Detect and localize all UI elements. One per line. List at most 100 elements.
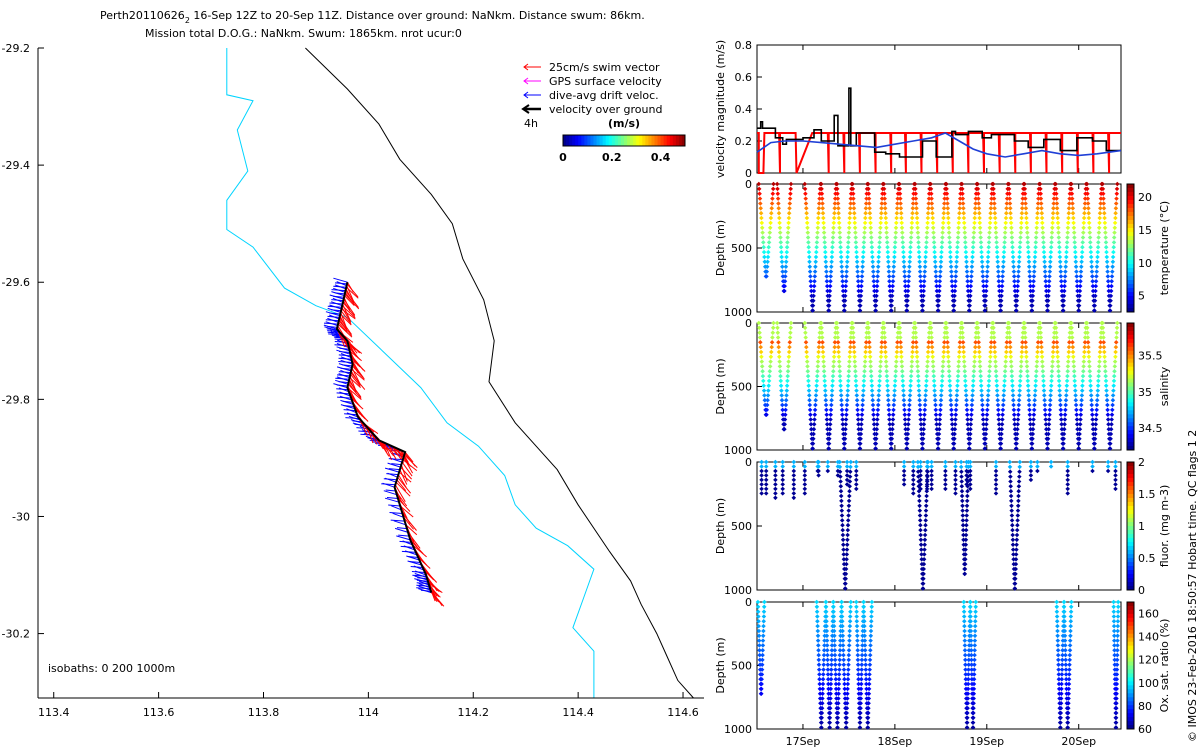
colorbar-segment (1127, 709, 1134, 714)
profile-point (780, 264, 785, 269)
profile-point (873, 298, 879, 303)
profile-point (875, 264, 881, 269)
colorbar-segment (1127, 530, 1134, 535)
colorbar-segment (1127, 280, 1134, 285)
map-x-tick-label: 114 (358, 706, 379, 719)
y-tick-label: 500 (731, 242, 752, 255)
profile-point (783, 259, 789, 265)
legend-label: velocity over ground (549, 103, 662, 116)
legend-swim-vector: 25cm/s swim vector (523, 61, 660, 74)
drift-vector (402, 540, 413, 546)
colorbar-segment (660, 135, 665, 146)
profile-point (889, 308, 894, 313)
profile-point (808, 274, 813, 279)
profile-point (842, 303, 847, 308)
profile-point (840, 288, 846, 294)
swim-vector (399, 469, 408, 485)
map-x-tick-label: 113.4 (38, 706, 70, 719)
speed-colorbar-title: (m/s) (608, 117, 640, 130)
colorbar-segment (1127, 685, 1134, 690)
colorbar-segment (1127, 334, 1134, 340)
profile-point (844, 259, 850, 265)
colorbar-segment (1127, 522, 1134, 527)
swim-vector (344, 293, 360, 310)
profile-point (889, 293, 895, 299)
legend-gps-velocity: GPS surface velocity (523, 75, 662, 88)
profile-point (828, 274, 833, 279)
swim-vector (395, 490, 408, 507)
profile-point (842, 308, 847, 313)
profile-point (810, 308, 815, 313)
map-legend: 25cm/s swim vector GPS surface velocity … (521, 61, 686, 164)
colorbar-segment (1127, 554, 1134, 559)
drift-vector (340, 353, 352, 358)
profile-point (840, 283, 846, 289)
profile-point (829, 254, 835, 260)
colorbar-segment (1127, 350, 1134, 356)
colorbar-segment (1127, 426, 1134, 431)
colorbar-tick-label: 1.5 (1138, 488, 1156, 501)
drift-vector (336, 281, 347, 287)
swim-vector (403, 516, 414, 530)
colorbar-segment (1127, 506, 1134, 511)
profile-point (871, 269, 876, 274)
colorbar-segment (611, 135, 616, 146)
profile-point (889, 298, 895, 303)
swim-vector (396, 479, 407, 492)
profile-point (887, 279, 892, 284)
profile-point (812, 279, 817, 284)
profile-point (871, 279, 877, 284)
profile-point (891, 259, 897, 265)
colorbar-segment (1127, 326, 1134, 332)
velocity-magnitude-panel: 0 0.2 0.4 0.6 0.8 velocity magnitude (m/s) (714, 39, 1122, 180)
y-tick-label: 0 (745, 317, 752, 330)
profile-point (842, 293, 848, 299)
swim-vector (347, 387, 362, 400)
colorbar-segment (1127, 358, 1134, 364)
profile-point (889, 303, 894, 308)
profile-point (807, 259, 812, 265)
profile-point (813, 264, 818, 269)
map-x-tick-label: 113.8 (248, 706, 280, 719)
colorbar-segment (605, 135, 610, 146)
series-velocity-over-ground (757, 87, 1121, 158)
swim-vector (428, 582, 443, 594)
colorbar-segment (1127, 546, 1134, 551)
colorbar-segment (1127, 621, 1134, 627)
profile-point (844, 274, 849, 279)
profile-point (827, 298, 832, 303)
colorbar-segment (1127, 370, 1134, 376)
profile-point (838, 254, 844, 260)
colorbar-segment (620, 135, 625, 146)
legend-label: 25cm/s swim vector (549, 61, 660, 74)
drift-vector (389, 457, 403, 463)
isobath-200m-line (226, 48, 595, 698)
swim-vector (422, 567, 438, 583)
drift-vector (340, 369, 351, 375)
profile-point (875, 279, 880, 284)
colorbar-segment (1127, 482, 1134, 487)
swim-vector (350, 357, 366, 372)
drift-vector (329, 294, 344, 300)
time-tick-label: 18Sep (878, 735, 913, 748)
colorbar-segment (1127, 414, 1134, 419)
colorbar-segment (681, 135, 686, 146)
colorbar-tick-label: 1 (1138, 520, 1145, 533)
colorbar-segment (627, 135, 631, 146)
colorbar-tick-label: 35.5 (1138, 350, 1163, 363)
profile-point (783, 274, 788, 279)
y-axis-label: Depth (m) (714, 637, 727, 693)
swim-vector (338, 320, 353, 337)
colorbar-segment (1127, 570, 1134, 575)
profile-point (780, 269, 785, 274)
map-x-tick-label: 114.4 (562, 706, 594, 719)
drift-vector (323, 324, 338, 330)
colorbar-segment (1127, 284, 1134, 289)
profile-point (828, 269, 834, 274)
colorbar-segment (1127, 534, 1134, 539)
drift-vector (382, 482, 395, 488)
swim-vector (351, 365, 365, 380)
colorbar-segment (1127, 494, 1134, 499)
profile-point (840, 274, 845, 279)
